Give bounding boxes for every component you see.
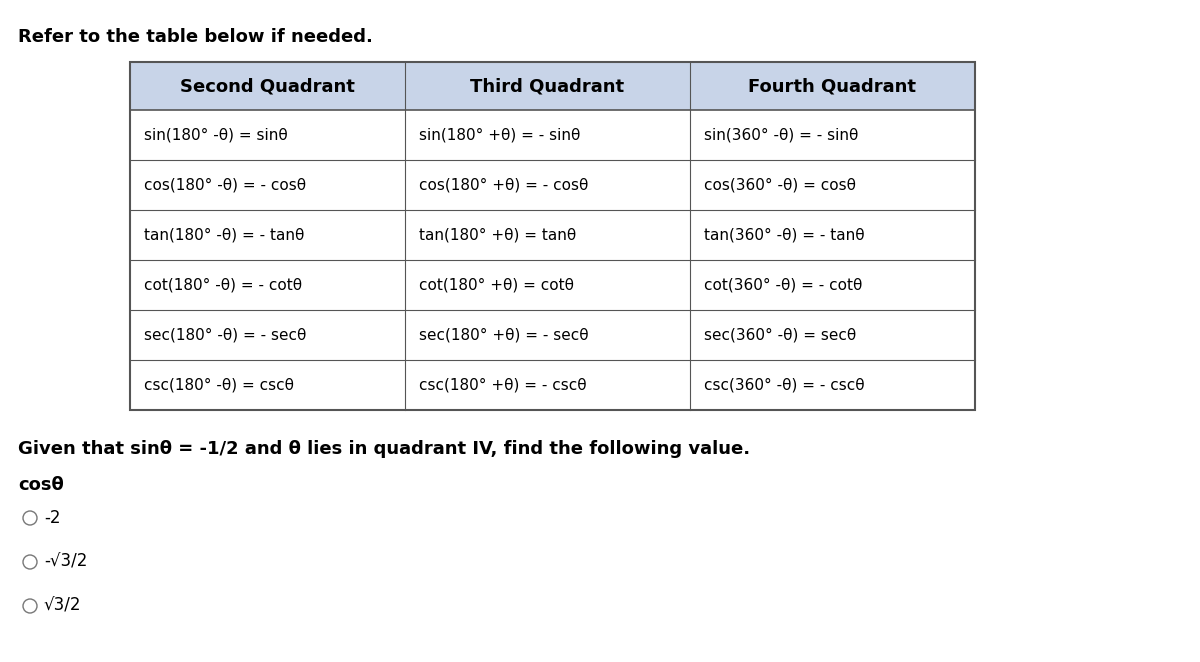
- Bar: [690, 310, 974, 360]
- Bar: [130, 62, 406, 110]
- Text: sec(180° -θ) = - secθ: sec(180° -θ) = - secθ: [144, 328, 306, 342]
- Text: cos(180° -θ) = - cosθ: cos(180° -θ) = - cosθ: [144, 177, 306, 193]
- Text: Given that sinθ = -1/2 and θ lies in quadrant IV, find the following value.: Given that sinθ = -1/2 and θ lies in qua…: [18, 440, 750, 458]
- Bar: [690, 160, 974, 210]
- Text: cot(180° -θ) = - cotθ: cot(180° -θ) = - cotθ: [144, 277, 302, 293]
- Text: cot(360° -θ) = - cotθ: cot(360° -θ) = - cotθ: [704, 277, 863, 293]
- Text: cos(360° -θ) = cosθ: cos(360° -θ) = cosθ: [704, 177, 856, 193]
- Text: sin(180° +θ) = - sinθ: sin(180° +θ) = - sinθ: [419, 128, 581, 142]
- Text: cot(180° +θ) = cotθ: cot(180° +θ) = cotθ: [419, 277, 574, 293]
- Text: sec(360° -θ) = secθ: sec(360° -θ) = secθ: [704, 328, 857, 342]
- Bar: [690, 260, 974, 310]
- Text: csc(180° -θ) = cscθ: csc(180° -θ) = cscθ: [144, 377, 294, 393]
- Bar: [406, 310, 690, 360]
- Bar: [406, 160, 690, 210]
- Text: sin(360° -θ) = - sinθ: sin(360° -θ) = - sinθ: [704, 128, 858, 142]
- Bar: [130, 260, 406, 310]
- Text: cos(180° +θ) = - cosθ: cos(180° +θ) = - cosθ: [419, 177, 588, 193]
- Bar: [130, 62, 974, 410]
- Text: Third Quadrant: Third Quadrant: [470, 77, 624, 95]
- Text: sin(180° -θ) = sinθ: sin(180° -θ) = sinθ: [144, 128, 288, 142]
- Bar: [130, 160, 406, 210]
- Text: tan(180° -θ) = - tanθ: tan(180° -θ) = - tanθ: [144, 228, 305, 242]
- Text: √3/2: √3/2: [44, 597, 82, 615]
- Text: csc(360° -θ) = - cscθ: csc(360° -θ) = - cscθ: [704, 377, 865, 393]
- Text: -√3/2: -√3/2: [44, 553, 88, 571]
- Bar: [690, 110, 974, 160]
- Bar: [130, 210, 406, 260]
- Text: tan(180° +θ) = tanθ: tan(180° +θ) = tanθ: [419, 228, 576, 242]
- Text: Second Quadrant: Second Quadrant: [180, 77, 355, 95]
- Text: sec(180° +θ) = - secθ: sec(180° +θ) = - secθ: [419, 328, 589, 342]
- Bar: [690, 360, 974, 410]
- Bar: [690, 210, 974, 260]
- Text: Fourth Quadrant: Fourth Quadrant: [749, 77, 917, 95]
- Text: tan(360° -θ) = - tanθ: tan(360° -θ) = - tanθ: [704, 228, 865, 242]
- Bar: [690, 62, 974, 110]
- Bar: [130, 110, 406, 160]
- Bar: [130, 310, 406, 360]
- Bar: [406, 210, 690, 260]
- Bar: [406, 62, 690, 110]
- Text: cosθ: cosθ: [18, 476, 64, 494]
- Bar: [406, 260, 690, 310]
- Bar: [406, 360, 690, 410]
- Bar: [406, 110, 690, 160]
- Text: csc(180° +θ) = - cscθ: csc(180° +θ) = - cscθ: [419, 377, 587, 393]
- Text: Refer to the table below if needed.: Refer to the table below if needed.: [18, 28, 373, 46]
- Text: -2: -2: [44, 509, 60, 527]
- Bar: [130, 360, 406, 410]
